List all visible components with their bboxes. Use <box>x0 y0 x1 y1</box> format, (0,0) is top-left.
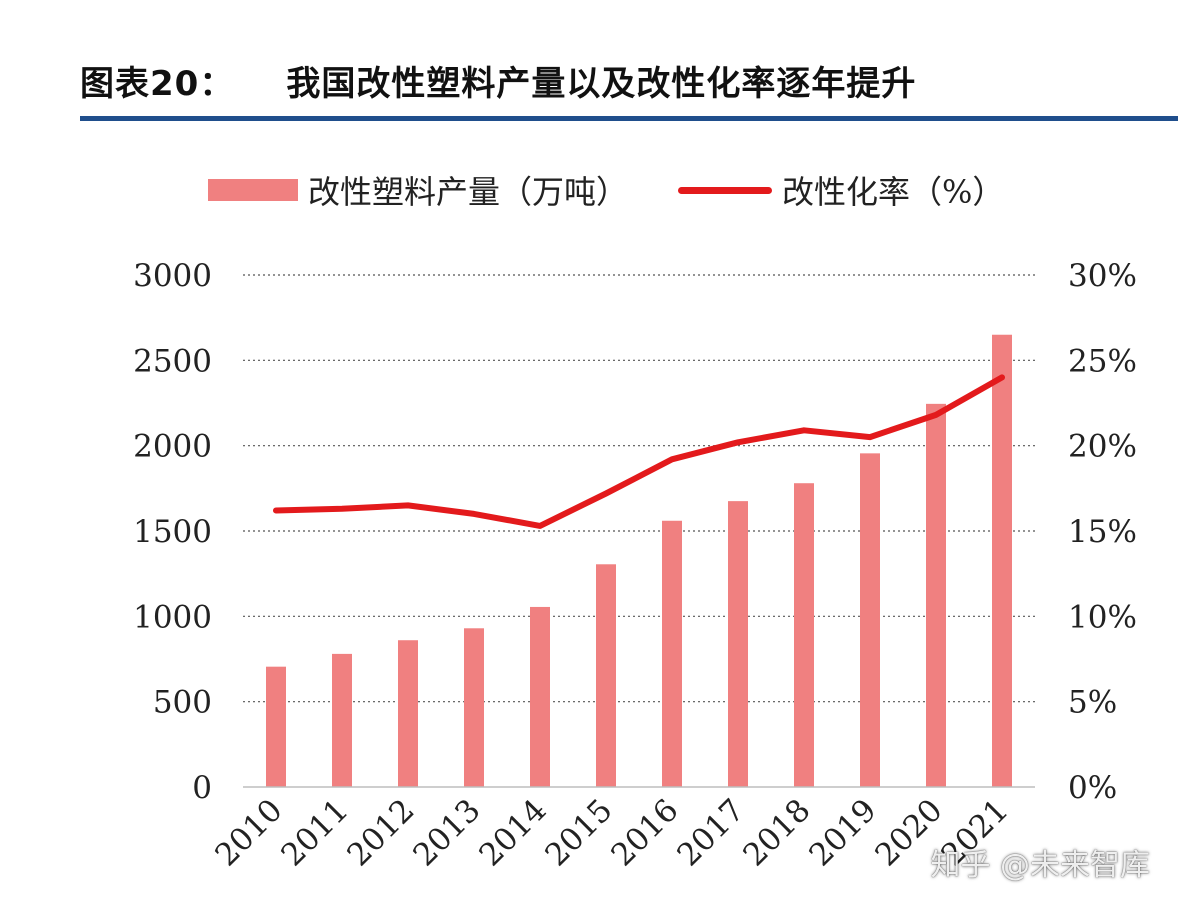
y-right-tick-label: 30% <box>1068 258 1137 294</box>
x-tick-label: 2015 <box>538 792 619 873</box>
y-left-tick-label: 1000 <box>133 599 212 635</box>
y-left-tick-label: 0 <box>192 770 212 806</box>
y-right-tick-label: 15% <box>1068 514 1137 550</box>
y-left-tick-label: 1500 <box>133 514 212 550</box>
y-right-tick-label: 0% <box>1068 770 1117 806</box>
x-tick-label: 2010 <box>208 792 289 873</box>
y-right-tick-label: 5% <box>1068 685 1117 721</box>
legend-line-label: 改性化率（%） <box>782 173 1005 211</box>
x-tick-label: 2016 <box>604 792 685 873</box>
x-tick-label: 2019 <box>802 792 883 873</box>
bar <box>662 520 682 787</box>
y-left-tick-label: 500 <box>153 685 212 721</box>
x-tick-label: 2018 <box>736 792 817 873</box>
figure-title: 图表20： 我国改性塑料产量以及改性化率逐年提升 <box>80 56 916 105</box>
legend-item-bar: 改性塑料产量（万吨） <box>208 167 628 213</box>
legend-item-line: 改性化率（%） <box>678 167 1004 213</box>
x-tick-label: 2011 <box>274 792 355 873</box>
bar <box>398 640 418 787</box>
bar <box>464 628 484 787</box>
bar <box>794 483 814 787</box>
chart-legend: 改性塑料产量（万吨） 改性化率（%） <box>208 166 1004 214</box>
x-tick-label: 2017 <box>670 792 751 873</box>
watermark-text: 知乎 @未来智库 <box>930 848 1150 883</box>
bar <box>266 666 286 787</box>
legend-bar-swatch <box>208 179 298 201</box>
y-right-tick-label: 20% <box>1068 429 1137 465</box>
bar <box>926 403 946 787</box>
y-right-tick-label: 10% <box>1068 599 1137 635</box>
bar <box>596 564 616 787</box>
y-right-tick-label: 25% <box>1068 343 1137 379</box>
legend-bar-label: 改性塑料产量（万吨） <box>308 173 629 211</box>
figure-label: 图表20： <box>80 64 235 104</box>
title-divider <box>80 116 1178 121</box>
bar <box>530 606 550 787</box>
y-left-tick-label: 2000 <box>133 429 212 465</box>
bar <box>992 334 1012 787</box>
rate-line <box>273 374 1005 529</box>
bar <box>332 653 352 787</box>
y-left-tick-label: 3000 <box>133 258 212 294</box>
x-tick-label: 2013 <box>406 792 487 873</box>
x-tick-label: 2012 <box>340 792 421 873</box>
legend-line-swatch <box>678 186 773 194</box>
bar <box>860 453 880 787</box>
bar <box>728 501 748 787</box>
x-tick-label: 2014 <box>472 792 553 873</box>
figure-title-text: 我国改性塑料产量以及改性化率逐年提升 <box>286 64 917 104</box>
y-left-tick-label: 2500 <box>133 343 212 379</box>
